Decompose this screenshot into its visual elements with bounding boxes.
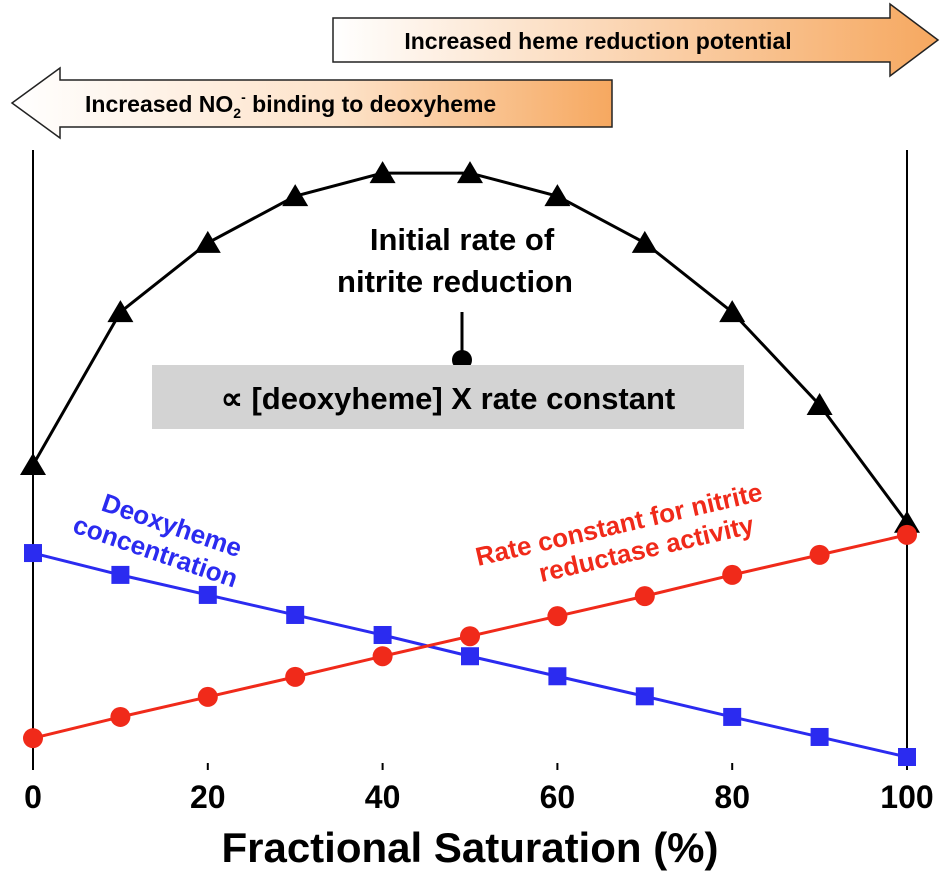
- square-marker: [198, 585, 217, 604]
- triangle-marker: [282, 184, 309, 207]
- square-marker: [286, 605, 305, 624]
- square-marker: [461, 647, 479, 666]
- square-marker: [111, 565, 130, 584]
- annotation-box: [152, 365, 744, 429]
- x-tick-label: 100: [880, 779, 933, 815]
- circle-marker: [722, 564, 743, 585]
- square-marker: [810, 727, 829, 746]
- label-part: binding to deoxyheme: [246, 91, 496, 117]
- square-marker: [373, 625, 392, 644]
- triangle-marker: [719, 300, 746, 323]
- square-marker: [635, 687, 654, 706]
- triangle-marker: [806, 392, 833, 415]
- circle-marker: [197, 686, 218, 707]
- circle-marker: [285, 666, 306, 687]
- square-marker: [898, 748, 916, 766]
- label-part: Increased NO: [85, 91, 233, 117]
- circle-marker: [110, 706, 131, 727]
- circle-marker: [460, 626, 480, 647]
- circle-marker: [809, 544, 830, 565]
- triangle-marker: [369, 161, 396, 184]
- triangle-marker: [457, 161, 483, 184]
- circle-marker: [547, 606, 568, 627]
- x-axis-title: Fractional Saturation (%): [221, 824, 718, 871]
- left-arrow: [10, 66, 613, 140]
- circle-marker: [23, 728, 43, 749]
- left-arrow-label: Increased NO2- binding to deoxyheme: [85, 89, 496, 121]
- x-tick-label: 0: [24, 779, 42, 815]
- annotation: Initial rate of: [370, 222, 555, 257]
- label-subscript: 2: [233, 105, 241, 121]
- circle-marker: [372, 646, 393, 667]
- circle-marker: [897, 524, 917, 545]
- triangle-marker: [107, 300, 134, 323]
- x-tick-label: 80: [714, 779, 750, 815]
- triangle-marker: [631, 230, 658, 253]
- triangle-marker: [894, 510, 920, 533]
- circle-marker: [634, 586, 655, 607]
- annotation: nitrite reduction: [337, 264, 573, 299]
- square-marker: [24, 544, 42, 563]
- x-tick-label: 40: [365, 779, 401, 815]
- triangle-marker: [544, 184, 571, 207]
- square-marker: [723, 707, 742, 726]
- right-arrow-label: Increased heme reduction potential: [404, 28, 791, 54]
- triangle-marker: [20, 453, 46, 476]
- label-superscript: -: [241, 89, 246, 105]
- right-arrow: [332, 2, 940, 78]
- annotation: ∝ [deoxyheme] X rate constant: [221, 381, 676, 416]
- x-tick-label: 20: [190, 779, 226, 815]
- square-marker: [548, 667, 567, 686]
- triangle-marker: [194, 230, 221, 253]
- blue-annotation: Deoxyheme concentration: [69, 487, 245, 593]
- x-tick-label: 60: [540, 779, 576, 815]
